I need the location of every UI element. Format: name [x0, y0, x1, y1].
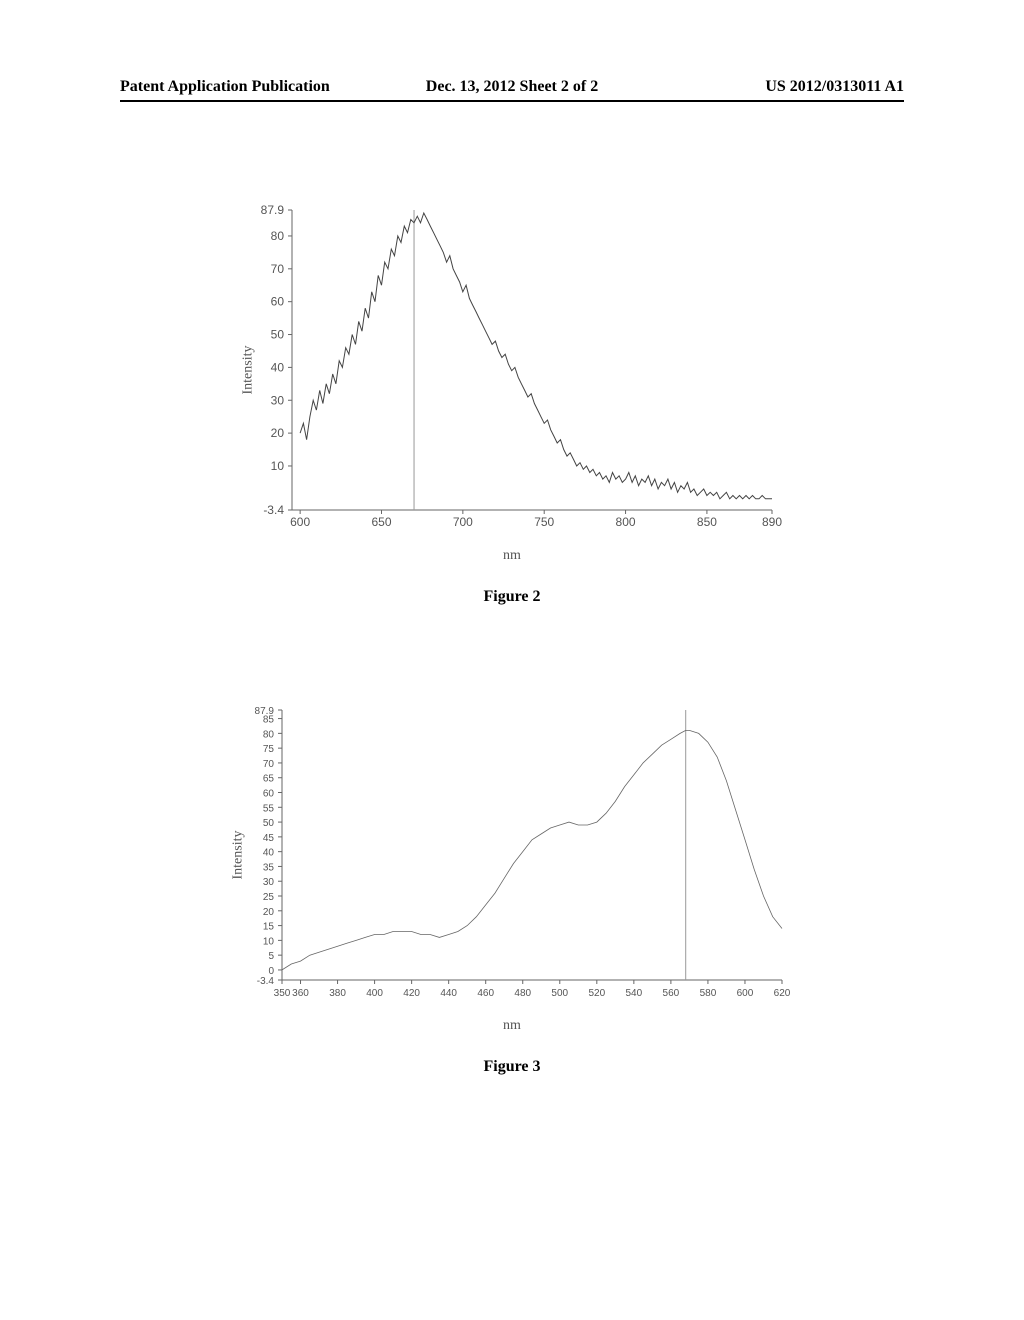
- figure-3-ylabel: Intensity: [231, 831, 247, 880]
- svg-text:35: 35: [263, 862, 275, 873]
- svg-text:25: 25: [263, 892, 275, 903]
- svg-text:50: 50: [271, 328, 285, 342]
- svg-text:75: 75: [263, 744, 275, 755]
- figure-3-caption: Figure 3: [222, 1058, 802, 1076]
- svg-text:620: 620: [774, 988, 791, 999]
- svg-text:890: 890: [762, 515, 782, 529]
- svg-text:850: 850: [697, 515, 717, 529]
- svg-text:350: 350: [274, 988, 291, 999]
- svg-text:80: 80: [271, 229, 285, 243]
- svg-text:500: 500: [551, 988, 568, 999]
- svg-text:480: 480: [514, 988, 531, 999]
- svg-text:70: 70: [271, 262, 285, 276]
- header-right: US 2012/0313011 A1: [765, 78, 904, 96]
- svg-text:400: 400: [366, 988, 383, 999]
- svg-text:700: 700: [453, 515, 473, 529]
- header-left: Patent Application Publication: [120, 78, 330, 96]
- figure-2-caption: Figure 2: [232, 588, 792, 606]
- svg-text:87.9: 87.9: [261, 203, 285, 217]
- svg-text:40: 40: [263, 848, 275, 859]
- figure-2-ylabel: Intensity: [241, 346, 257, 395]
- figure-3: Intensity -3.40 5 10 15 20 25 30 35 40 45 50 55 60 65…: [222, 700, 802, 1076]
- figure-3-chart: Intensity -3.405101520253035404550556065…: [222, 700, 802, 1010]
- header-center: Dec. 13, 2012 Sheet 2 of 2: [426, 78, 598, 96]
- svg-text:650: 650: [371, 515, 391, 529]
- svg-text:600: 600: [290, 515, 310, 529]
- svg-text:80: 80: [263, 729, 275, 740]
- figure-2-svg: -3.4 10 20 30 40 50 60 70 80 87.9 600 650 700 750 800 8…: [232, 200, 792, 540]
- svg-text:60: 60: [271, 295, 285, 309]
- svg-text:70: 70: [263, 759, 275, 770]
- svg-text:10: 10: [271, 459, 285, 473]
- svg-text:420: 420: [403, 988, 420, 999]
- svg-text:0: 0: [268, 966, 274, 977]
- svg-text:30: 30: [271, 393, 285, 407]
- svg-text:40: 40: [271, 360, 285, 374]
- svg-text:15: 15: [263, 922, 275, 933]
- svg-text:600: 600: [737, 988, 754, 999]
- svg-text:580: 580: [700, 988, 717, 999]
- patent-header: Patent Application Publication Dec. 13, …: [0, 78, 1024, 96]
- svg-text:87.9: 87.9: [255, 706, 275, 717]
- svg-text:30: 30: [263, 877, 275, 888]
- svg-text:20: 20: [263, 907, 275, 918]
- svg-text:540: 540: [626, 988, 643, 999]
- svg-text:45: 45: [263, 833, 275, 844]
- svg-text:750: 750: [534, 515, 554, 529]
- figure-2: Intensity -3.4 10 20 30 40 50 60 70 80 87.9 600 650…: [232, 200, 792, 606]
- svg-text:-3.4: -3.4: [257, 976, 275, 987]
- svg-text:50: 50: [263, 818, 275, 829]
- svg-text:55: 55: [263, 803, 275, 814]
- header-divider: [120, 100, 904, 102]
- svg-text:65: 65: [263, 774, 275, 785]
- svg-text:380: 380: [329, 988, 346, 999]
- svg-text:520: 520: [588, 988, 605, 999]
- svg-text:-3.4: -3.4: [263, 503, 284, 517]
- figure-2-chart: Intensity -3.4 10 20 30 40 50 60 70 80 87.9 600 650…: [232, 200, 792, 540]
- svg-text:460: 460: [477, 988, 494, 999]
- svg-text:20: 20: [271, 426, 285, 440]
- svg-text:5: 5: [268, 951, 274, 962]
- svg-text:60: 60: [263, 789, 275, 800]
- svg-text:560: 560: [663, 988, 680, 999]
- svg-text:800: 800: [616, 515, 636, 529]
- svg-text:440: 440: [440, 988, 457, 999]
- figure-2-xlabel: nm: [503, 548, 521, 564]
- figure-3-svg: -3.4051015202530354045505560657075808587…: [222, 700, 802, 1010]
- svg-text:10: 10: [263, 936, 275, 947]
- figure-3-xlabel: nm: [503, 1018, 521, 1034]
- svg-text:360: 360: [292, 988, 309, 999]
